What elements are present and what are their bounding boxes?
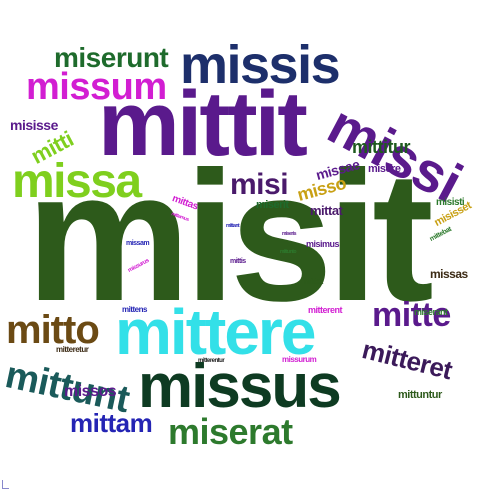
word-mittuntur: mittuntur [398,389,442,401]
word-mitterent: mitterent [308,305,343,315]
word-mittere: mittere [115,296,316,368]
word-mitterentur: mitterentur [198,358,225,364]
word-mittat: mittat [310,203,343,218]
word-miseris: miseris [282,231,297,237]
word-mittant: mittant [226,223,240,229]
word-misere: misere [368,163,401,175]
word-mitteretur: mitteretur [56,345,89,354]
word-miserat: miserat [168,411,293,452]
word-mittebat: mittebat [428,225,453,243]
word-misisse: misisse [10,117,58,133]
word-mitteret: mitteret [359,334,456,386]
word-missam: missam [126,240,150,247]
word-mittunto: mittunto [280,249,297,255]
word-misi: misi [230,168,289,201]
word-missa: missa [12,155,142,208]
word-misimus: misimus [306,239,340,249]
word-missos: missos [64,383,117,400]
word-mittens: mittens [122,305,147,314]
word-mitte: mitte [372,296,451,334]
word-mittit: mittit [98,73,308,175]
word-miserunt: miserunt [54,42,169,73]
word-missis: missis [180,35,341,95]
word-mittis: mittis [230,258,246,265]
word-missurum: missurum [282,355,317,364]
word-missas: missas [430,267,468,281]
word-miserit: miserit [256,199,289,211]
word-mittitur: mittitur [352,137,411,157]
word-misisti: misisti [436,197,465,208]
word-mittet: mittet [304,277,323,286]
word-missum: missum [26,66,167,108]
word-missus: missus [138,352,342,421]
corner-mark [2,480,9,489]
word-misit: misit [26,134,434,340]
word-mitto: mitto [6,308,100,352]
word-mittam: mittam [70,408,153,438]
word-miserant: miserant [414,307,448,317]
